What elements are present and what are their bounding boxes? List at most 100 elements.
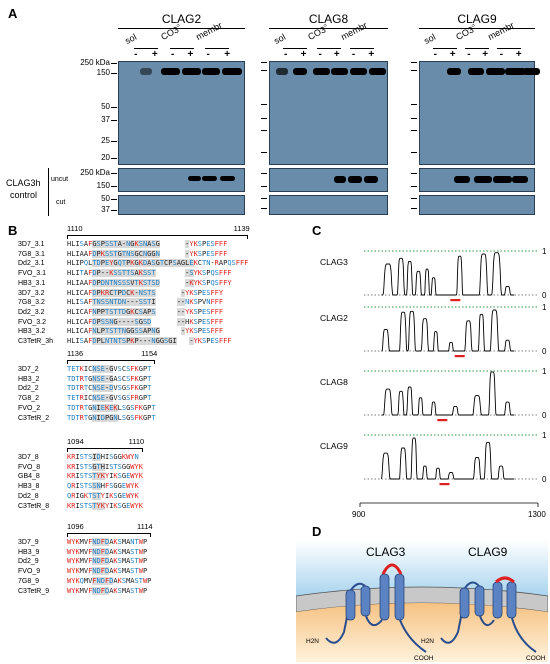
panel-b-label: B [8,223,18,238]
sequence-name: FVO_3.2 [18,318,47,326]
marker-tick-1-1 [261,70,267,71]
sequence-row: HLICAFNPPTSTTDGKCSAPS --YKSPESFFF [67,307,224,316]
band-main-1-5 [368,68,386,75]
track-1-tick-0: 0 [542,347,547,356]
track-3-profile [380,437,515,480]
cytosol [296,603,548,662]
lane-rule-2-0 [432,48,457,49]
marker-tick-cut-2-1 [411,208,417,209]
sequence-name: 3D7_3.1 [18,241,45,248]
sequence-name: C3TetR_8 [18,502,50,510]
band-main-1-0 [276,68,289,75]
band-main-1-2 [313,68,330,75]
sequence-row: TDTRTCNSE-DVSGSFKGPT [67,384,152,393]
marker-cut-label-0: 50 [101,194,110,203]
panel-d-schematic: CLAG3 CLAG9 H2N COOH H2N COOH [296,540,548,662]
track-1-marker-bar [454,355,465,358]
blot-main-2 [419,61,535,165]
sequence-name: FVO_8 [18,463,41,471]
band-main-1-1 [292,68,308,75]
marker-tick-2-1 [411,70,417,71]
sequence-name: C3TetR_3h [18,338,54,345]
clag3-c-terminus: COOH [414,655,434,662]
treatment-sign-1-5: + [368,49,375,60]
treatment-sign-1-2: - [318,49,322,60]
sequence-row: KRISTSIDHISGGKWYN [67,453,139,461]
sequence-row: HLIAAFDPDNTNSSSVTKSTSD -KYKSPQSFFY [67,278,232,287]
marker-label-3: 37 [101,115,110,124]
track-2-marker-bar [437,419,448,422]
marker-tick-1-4 [261,130,267,131]
panel-c-profiles: 1 0 CLAG3 1 0 CLAG2 1 0 CLAG8 1 0 CLAG9 900 1300 [320,247,547,519]
control-bracket [48,168,49,216]
marker-tick-1-3 [261,118,267,119]
marker-tick-uncut-2-0 [411,173,417,174]
track-1-profile [381,309,515,352]
sequence-row: HLISAFGSPSSTA-NGKSNASG -YKSPESFFF [67,240,228,248]
sequence-name: 7G8_3.2 [18,299,45,307]
marker-tick-uncut-0-1 [111,186,117,187]
treatment-sign-1-1: + [300,49,307,60]
clag3-exposed-loop [381,563,403,575]
treatment-sign-2-5: + [515,49,522,60]
control-label-1: CLAG3h [6,178,41,188]
track-1-tick-1: 1 [542,303,547,312]
marker-tick-uncut-1-1 [261,186,267,187]
band-uncut-0-1 [201,176,218,181]
block-3-start: 1096 [67,522,84,531]
marker-tick-cut-1-0 [261,198,267,199]
sequence-name: GB4_8 [18,473,40,481]
sequence-name: Dd2_3.1 [18,260,45,268]
block-1-start: 1136 [67,349,84,358]
clag3-protein [325,573,427,653]
band-uncut-1-1 [347,176,362,183]
band-uncut-1-2 [364,176,379,183]
lane-label-1-0: sol [272,31,288,46]
marker-tick-cut-0-0 [111,199,117,200]
block-0-start: 1110 [67,224,83,233]
marker-tick-cut-2-0 [411,198,417,199]
track-3-marker-bar [439,483,450,486]
treatment-sign-2-2: - [467,49,471,60]
lane-rule-2-2 [497,48,522,49]
sequence-name: 7G8_3.1 [18,250,45,258]
sequence-row: KRISTSGTHISTSGGWYK [67,462,143,471]
sequence-name: FVO_3.1 [18,270,47,278]
block-0-end: 1139 [233,224,250,233]
band-main-1-4 [349,68,367,75]
sequence-row: QRISTSSNHFSGGEWYK [67,482,139,491]
treatment-sign-0-0: - [134,49,138,60]
marker-tick-uncut-0-0 [111,173,117,174]
group-title-1: CLAG8 [308,12,349,26]
blot-cut-2 [419,195,535,215]
marker-tick-main-4 [111,141,117,142]
track-0-marker-bar [450,299,461,302]
band-uncut-2-0 [453,176,471,183]
treatment-sign-2-0: - [433,49,437,60]
band-main-2-5 [523,68,540,75]
sequence-name: FVO_2 [18,404,41,412]
sequence-name: C3TetR_2 [18,414,50,422]
marker-label-1: 150 [96,68,110,77]
sequence-name: 3D7_2 [18,366,39,373]
marker-tick-uncut-2-1 [411,186,417,187]
track-0-tick-1: 1 [542,247,547,256]
marker-tick-main-2 [111,107,117,108]
group-rule-1 [269,28,388,29]
marker-cut-label-1: 37 [101,205,110,214]
x-tick-label-max: 1300 [528,510,546,519]
panel-d-label: D [312,524,322,539]
lane-rule-0-1 [169,48,194,49]
marker-tick-uncut-1-0 [261,173,267,174]
track-2-label: CLAG8 [320,377,348,387]
marker-tick-main-1 [111,73,117,74]
track-0-label: CLAG3 [320,257,348,267]
x-tick-label-min: 900 [352,510,366,519]
sequence-name: Dd2_8 [18,492,39,500]
sequence-name: 7G8_2 [18,395,40,403]
sequence-row: TETKICNSE-GVSCSFKGPT [67,365,152,373]
lane-label-0-0: sol [123,31,139,46]
track-2-tick-1: 1 [542,367,547,376]
track-0-tick-0: 0 [542,291,547,300]
marker-label-2: 50 [101,102,110,111]
